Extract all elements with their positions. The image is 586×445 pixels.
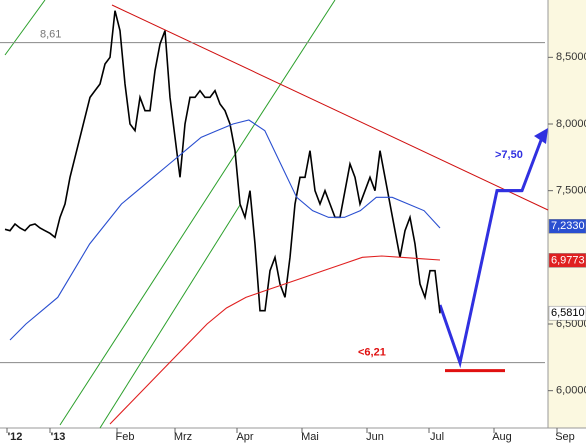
x-tick-label: Mrz <box>174 431 192 443</box>
x-tick-label: Feb <box>116 431 135 443</box>
channel-line <box>59 0 336 426</box>
y-tick-label: 7,5000 <box>556 185 586 197</box>
x-tick-label: Jun <box>366 431 384 443</box>
y-tick-label: 6,5000 <box>556 318 586 330</box>
value-marker-label: 6,9773 <box>551 254 585 266</box>
value-marker-label: 6,5810 <box>551 307 585 319</box>
y-tick-label: 8,5000 <box>556 51 586 63</box>
y-axis-panel <box>548 0 586 428</box>
moving-average <box>9 119 441 341</box>
x-tick-label: Sep <box>555 431 575 443</box>
x-tick-label: Apr <box>236 431 253 443</box>
value-marker-label: 7,2330 <box>551 220 585 232</box>
level-label: 8,61 <box>40 29 61 41</box>
value-marker <box>548 305 586 321</box>
level-label: <6,21 <box>358 347 386 359</box>
y-tick-label: 6,0000 <box>556 385 586 397</box>
x-tick-label: Jul <box>430 431 444 443</box>
x-tick-label: '13 <box>51 431 66 443</box>
x-tick-label: Aug <box>492 431 512 443</box>
moving-average <box>109 255 441 425</box>
arrow-head <box>534 128 548 144</box>
price-line <box>4 10 441 314</box>
level-label: >7,50 <box>495 149 523 161</box>
channel-line <box>4 0 46 56</box>
y-tick-label: 8,0000 <box>556 118 586 130</box>
channel-line <box>99 204 241 429</box>
value-marker <box>548 219 586 234</box>
value-marker <box>548 253 586 268</box>
x-tick-label: Mai <box>301 431 319 443</box>
resistance-line <box>111 4 549 211</box>
x-tick-label: '12 <box>8 431 23 443</box>
